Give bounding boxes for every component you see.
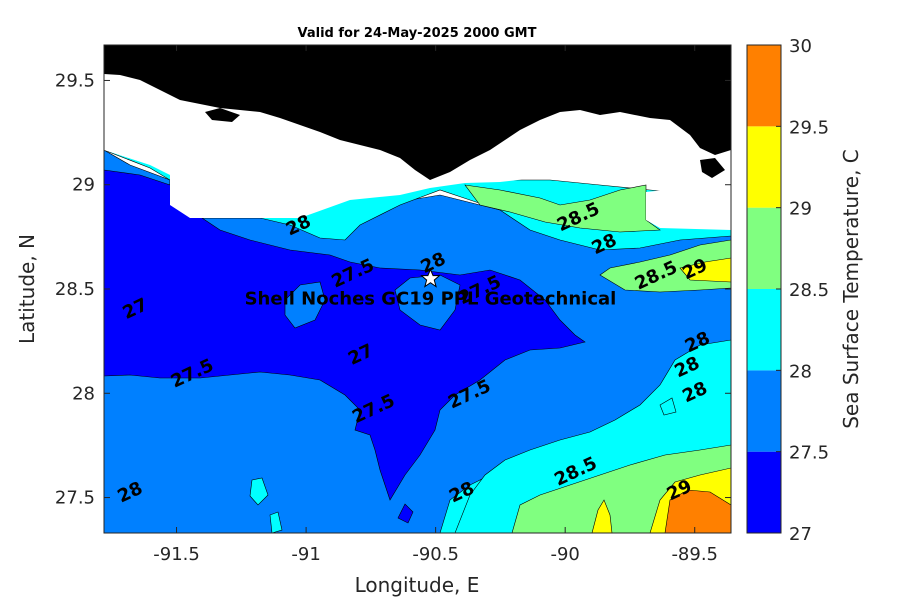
- star-icon[interactable]: [420, 268, 441, 288]
- colorbar-segment: [747, 451, 781, 533]
- y-tick-label: 28: [72, 383, 95, 404]
- y-tick-label: 29: [72, 175, 95, 196]
- sst-inlet-1: [284, 281, 326, 329]
- sst-spot-dark: [397, 503, 414, 524]
- colorbar-tick-label: 29: [789, 199, 812, 220]
- x-axis-label: Longitude, E: [355, 573, 480, 597]
- colorbar-tick-label: 27: [789, 524, 812, 545]
- site-label: Shell Noches GC19 PPL Geotechnical: [245, 289, 617, 310]
- x-tick-label: -89.5: [671, 544, 718, 565]
- colorbar-tick-label: 30: [789, 36, 812, 57]
- colorbar: [747, 45, 781, 533]
- colorbar-segment: [747, 289, 781, 371]
- colorbar-ticks: 30 29.5 29 28.5 28 27.5 27: [776, 36, 829, 545]
- colorbar-segment: [747, 126, 781, 208]
- colorbar-segment: [747, 207, 781, 289]
- colorbar-segment: [747, 370, 781, 452]
- sst-band-29-29.5-east: [679, 257, 731, 283]
- figure-title: Valid for 24-May-2025 2000 GMT: [298, 26, 537, 41]
- colorbar-label: Sea Surface Temperature, C: [839, 149, 863, 429]
- sst-spot-cyan-2: [269, 511, 283, 533]
- sst-band-27-27.5: [104, 169, 586, 501]
- y-axis-ticks: 29.5 29 28.5 28 27.5: [55, 70, 731, 509]
- x-tick-label: -90.5: [412, 544, 459, 565]
- colorbar-segment: [747, 45, 781, 127]
- sst-band-29-29.5-spot: [591, 499, 613, 533]
- land-island-2: [700, 158, 725, 178]
- x-tick-label: -91: [291, 544, 320, 565]
- colorbar-tick-label: 27.5: [789, 443, 829, 464]
- sst-spot-cyan-1: [249, 477, 269, 506]
- land-coastline-black: [104, 45, 731, 180]
- x-tick-label: -90: [550, 544, 579, 565]
- colorbar-tick-label: 28: [789, 361, 812, 382]
- y-tick-label: 28.5: [55, 279, 95, 300]
- y-axis-label: Latitude, N: [15, 234, 39, 344]
- sst-inlet-2: [394, 274, 461, 331]
- sst-spot-cyan-3: [659, 397, 677, 416]
- x-tick-label: -91.5: [153, 544, 200, 565]
- y-tick-label: 29.5: [55, 70, 95, 91]
- colorbar-tick-label: 28.5: [789, 280, 829, 301]
- land-island-1: [205, 108, 240, 122]
- y-tick-label: 27.5: [55, 488, 95, 509]
- x-axis-ticks: -91.5 -91 -90.5 -90 -89.5: [153, 45, 718, 565]
- sst-band-29.5-30: [664, 489, 731, 533]
- colorbar-tick-label: 29.5: [789, 117, 829, 138]
